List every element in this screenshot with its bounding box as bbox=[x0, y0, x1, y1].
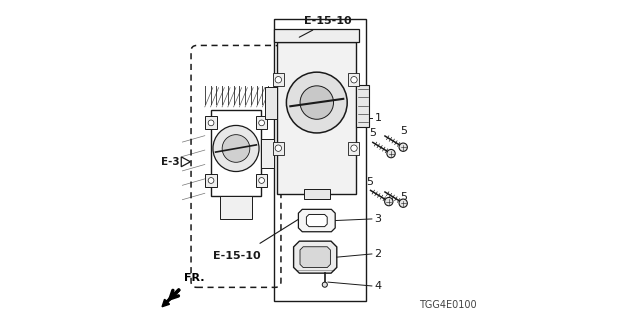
Text: E-15-10: E-15-10 bbox=[304, 16, 352, 26]
Circle shape bbox=[323, 282, 328, 287]
Circle shape bbox=[259, 178, 264, 183]
Polygon shape bbox=[294, 241, 337, 273]
Circle shape bbox=[399, 199, 408, 207]
Bar bbox=[274, 29, 360, 42]
Bar bbox=[205, 116, 216, 129]
Bar bbox=[273, 73, 284, 86]
Circle shape bbox=[387, 149, 396, 158]
Bar bbox=[256, 174, 268, 187]
Circle shape bbox=[275, 76, 282, 83]
Circle shape bbox=[208, 178, 214, 183]
Circle shape bbox=[351, 145, 357, 151]
Circle shape bbox=[222, 135, 250, 162]
Polygon shape bbox=[300, 247, 330, 268]
Circle shape bbox=[275, 145, 282, 151]
Circle shape bbox=[208, 120, 214, 126]
Bar bbox=[348, 73, 360, 86]
Bar bbox=[256, 116, 268, 129]
FancyArrow shape bbox=[162, 289, 180, 307]
FancyBboxPatch shape bbox=[191, 45, 281, 287]
Text: 4: 4 bbox=[374, 281, 381, 291]
Bar bbox=[348, 142, 360, 155]
Bar bbox=[205, 174, 216, 187]
Circle shape bbox=[300, 86, 333, 119]
Circle shape bbox=[385, 197, 393, 206]
Circle shape bbox=[213, 125, 259, 172]
Text: E-15-10: E-15-10 bbox=[213, 251, 260, 261]
Text: 5: 5 bbox=[366, 177, 373, 187]
Bar bbox=[264, 86, 277, 118]
Circle shape bbox=[259, 120, 264, 126]
Text: TGG4E0100: TGG4E0100 bbox=[419, 300, 477, 310]
Polygon shape bbox=[307, 214, 327, 227]
Text: 1: 1 bbox=[374, 113, 381, 123]
Bar bbox=[273, 142, 284, 155]
Bar bbox=[304, 189, 330, 199]
Bar bbox=[356, 85, 369, 126]
Bar bbox=[261, 139, 274, 168]
Bar bbox=[220, 196, 252, 219]
Bar bbox=[277, 42, 356, 194]
Text: 5: 5 bbox=[401, 126, 407, 136]
Polygon shape bbox=[298, 209, 335, 232]
Text: 3: 3 bbox=[374, 214, 381, 224]
Text: FR.: FR. bbox=[184, 273, 205, 283]
Text: 5: 5 bbox=[401, 192, 407, 202]
Bar bbox=[211, 110, 261, 196]
Bar bbox=[274, 19, 367, 301]
Text: 2: 2 bbox=[374, 249, 381, 259]
Circle shape bbox=[287, 72, 347, 133]
Circle shape bbox=[399, 143, 408, 151]
Text: E-3: E-3 bbox=[161, 157, 180, 167]
Circle shape bbox=[351, 76, 357, 83]
Text: 5: 5 bbox=[369, 128, 376, 138]
